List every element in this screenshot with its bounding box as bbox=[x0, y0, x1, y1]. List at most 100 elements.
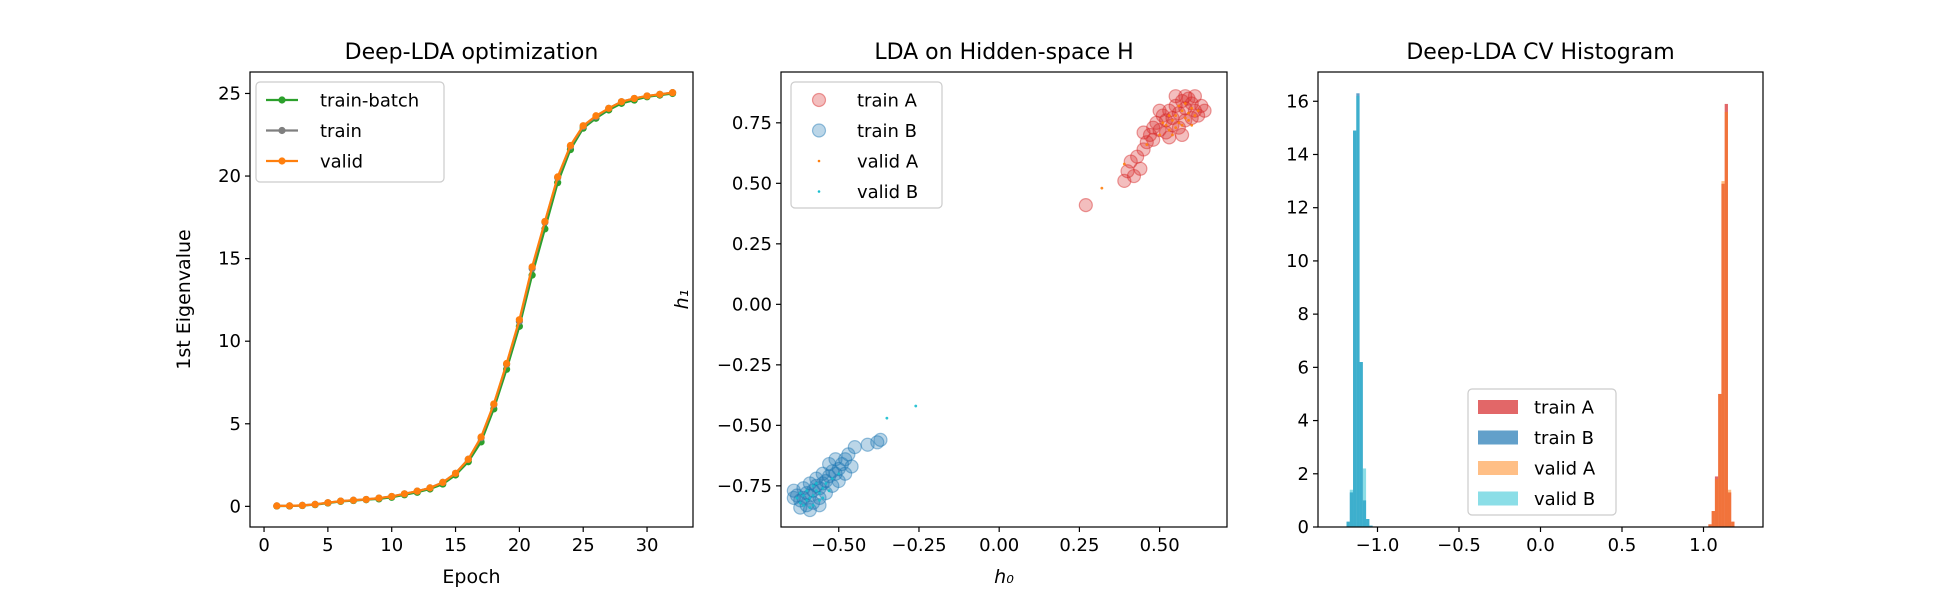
y-tick-label: 0.00 bbox=[732, 294, 772, 315]
scatter-point bbox=[815, 466, 830, 481]
histogram-bar bbox=[1369, 525, 1373, 527]
y-tick-label: 10 bbox=[1286, 251, 1309, 272]
scatter-point bbox=[1130, 149, 1145, 164]
scatter-point bbox=[1190, 106, 1194, 110]
scatter-point bbox=[1161, 121, 1165, 125]
series-valid-A bbox=[1708, 111, 1735, 527]
y-tick-label: 10 bbox=[218, 331, 241, 352]
scatter-point bbox=[1178, 113, 1193, 128]
data-point bbox=[464, 455, 472, 463]
scatter-point bbox=[1168, 89, 1183, 104]
scatter-point bbox=[1168, 98, 1183, 113]
legend-label: valid A bbox=[1534, 459, 1596, 480]
scatter-point bbox=[1122, 162, 1126, 166]
legend-marker bbox=[278, 126, 286, 135]
scatter-point bbox=[814, 489, 818, 493]
legend-marker bbox=[811, 123, 827, 138]
chart-title: LDA on Hidden-space H bbox=[874, 40, 1133, 65]
scatter-point bbox=[844, 459, 859, 474]
scatter-point bbox=[914, 404, 918, 408]
scatter-point bbox=[818, 498, 821, 502]
data-point bbox=[388, 492, 396, 501]
scatter-point bbox=[1152, 103, 1167, 118]
x-tick-label: −0.5 bbox=[1437, 535, 1481, 556]
data-point bbox=[400, 490, 409, 498]
scatter-point bbox=[814, 482, 818, 485]
histogram-bar bbox=[1714, 479, 1719, 527]
histogram-bar bbox=[1366, 519, 1370, 527]
histogram-bar bbox=[1353, 130, 1357, 527]
legend-marker bbox=[817, 190, 821, 193]
legend-item: valid A bbox=[1478, 459, 1596, 480]
legend-item: train A bbox=[811, 91, 918, 112]
scatter-point bbox=[805, 498, 809, 502]
subplot-2: LDA on Hidden-space H −0.50 −0.25 0.00 0.25 0… bbox=[671, 40, 1228, 588]
scatter-point bbox=[795, 496, 799, 500]
legend-box bbox=[1467, 388, 1617, 516]
scatter-point bbox=[1162, 130, 1177, 145]
histogram-bar bbox=[1362, 468, 1367, 527]
data-point bbox=[477, 433, 485, 441]
scatter-point bbox=[1146, 120, 1161, 135]
data-point bbox=[311, 500, 319, 508]
data-point bbox=[337, 497, 345, 505]
data-point bbox=[656, 90, 664, 98]
y-tick-label: 8 bbox=[1298, 304, 1309, 325]
scatter-point bbox=[1133, 161, 1148, 176]
y-tick-label: 15 bbox=[218, 249, 241, 270]
scatter-point bbox=[1136, 125, 1151, 140]
scatter-point bbox=[1146, 132, 1161, 147]
y-tick-label: 0 bbox=[230, 496, 241, 517]
legend-item: train B bbox=[1478, 428, 1594, 449]
y-tick-label: 4 bbox=[1298, 411, 1309, 432]
data-point bbox=[451, 469, 460, 477]
axes-frame bbox=[780, 71, 1228, 528]
x-tick-label: 0.50 bbox=[1140, 535, 1180, 556]
scatter-point bbox=[1100, 186, 1104, 190]
scatter-point bbox=[818, 491, 821, 495]
scatter-point bbox=[786, 490, 801, 506]
legend-item: valid A bbox=[817, 152, 919, 173]
data-point bbox=[630, 94, 638, 103]
scatter-point bbox=[1171, 119, 1174, 122]
x-tick-label: 30 bbox=[636, 535, 659, 556]
scatter-point bbox=[1183, 116, 1187, 120]
histogram-bar bbox=[1731, 521, 1735, 527]
data-point bbox=[528, 263, 536, 271]
scatter-point bbox=[1174, 114, 1178, 117]
legend-marker bbox=[278, 157, 286, 165]
histogram-bar bbox=[1708, 524, 1712, 527]
scatter-point bbox=[1171, 133, 1174, 137]
y-tick-label: 14 bbox=[1286, 144, 1309, 165]
scatter-point bbox=[1162, 103, 1177, 118]
y-tick-label: 16 bbox=[1286, 91, 1309, 112]
legend-item: train A bbox=[1478, 398, 1595, 419]
x-tick-label: −1.0 bbox=[1356, 535, 1400, 556]
scatter-point bbox=[1187, 119, 1190, 122]
scatter-point bbox=[1126, 168, 1142, 184]
scatter-point bbox=[837, 472, 841, 476]
scatter-point bbox=[1139, 135, 1154, 150]
x-tick-label: 1.0 bbox=[1689, 535, 1718, 556]
data-point bbox=[579, 122, 587, 130]
x-axis-label: h₀ bbox=[994, 566, 1014, 588]
legend-label: train A bbox=[857, 91, 918, 112]
x-tick-label: 0.25 bbox=[1059, 535, 1099, 556]
scatter-point bbox=[1174, 126, 1178, 130]
scatter-point bbox=[1078, 198, 1093, 213]
scatter-point bbox=[1194, 98, 1209, 113]
scatter-point bbox=[809, 478, 824, 493]
y-tick-label: 6 bbox=[1298, 357, 1309, 378]
scatter-point bbox=[1180, 123, 1184, 127]
y-axis-label: h₁ bbox=[671, 290, 693, 310]
x-tick-label: 25 bbox=[572, 535, 595, 556]
data-point bbox=[541, 217, 549, 226]
scatter-point bbox=[811, 484, 815, 488]
histogram-bar bbox=[1727, 489, 1732, 527]
scatter-point bbox=[809, 471, 824, 486]
histogram-bar bbox=[1721, 181, 1725, 527]
scatter-point bbox=[1120, 164, 1135, 179]
legend-label: valid B bbox=[857, 182, 918, 203]
legend-marker bbox=[278, 96, 286, 104]
